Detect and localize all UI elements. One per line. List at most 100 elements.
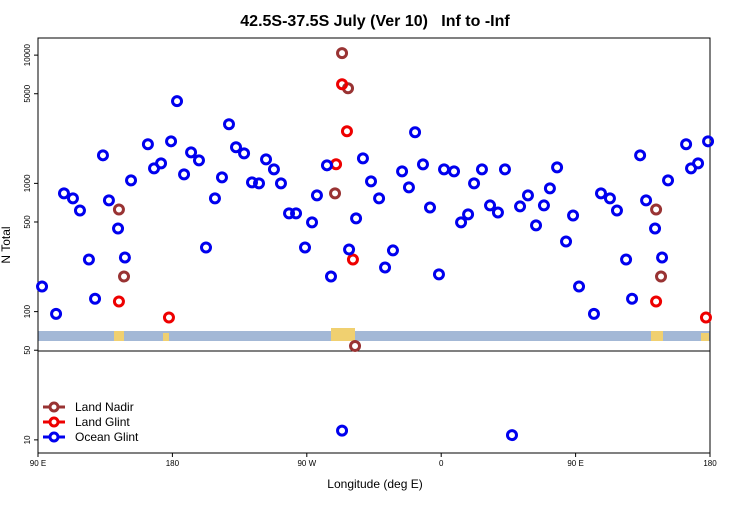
point	[36, 280, 49, 293]
y-axis-label: N Total	[0, 226, 13, 263]
point	[409, 126, 422, 139]
point	[238, 147, 251, 160]
point	[699, 311, 712, 324]
point	[102, 194, 115, 207]
point	[505, 429, 518, 442]
point	[112, 222, 125, 235]
coverage-band-land	[331, 328, 355, 341]
point	[253, 177, 266, 190]
point	[543, 182, 556, 195]
point	[222, 118, 235, 131]
legend-marker	[48, 416, 60, 428]
coverage-band-land	[651, 331, 663, 341]
coverage-band-land	[114, 331, 124, 341]
point	[491, 206, 504, 219]
point	[343, 243, 356, 256]
point	[567, 209, 580, 222]
point	[680, 138, 693, 151]
point	[324, 270, 337, 283]
point	[603, 192, 616, 205]
point	[165, 135, 178, 148]
point	[640, 194, 653, 207]
point	[178, 168, 191, 181]
point	[448, 165, 461, 178]
legend-label: Land Nadir	[75, 400, 134, 414]
point	[656, 251, 669, 264]
y-tick-label: 50	[23, 345, 32, 354]
point	[416, 158, 429, 171]
point	[125, 174, 138, 187]
point	[171, 95, 184, 108]
point	[455, 216, 468, 229]
point	[573, 280, 586, 293]
chart-title: 42.5S-37.5S July (Ver 10) Inf to -Inf	[240, 13, 510, 30]
point	[118, 251, 131, 264]
point	[537, 199, 550, 212]
point	[283, 207, 296, 220]
point	[299, 241, 312, 254]
coverage-band	[38, 331, 710, 341]
y-tick-label: 10000	[23, 43, 32, 66]
point	[310, 189, 323, 202]
point	[514, 200, 527, 213]
point	[649, 222, 662, 235]
coverage-band-land	[163, 333, 169, 341]
point	[551, 161, 564, 174]
point	[402, 181, 415, 194]
point	[396, 165, 409, 178]
point	[692, 157, 705, 170]
x-tick-label: 180	[166, 459, 180, 468]
point	[365, 175, 378, 188]
point	[594, 187, 607, 200]
x-tick-label: 0	[439, 459, 444, 468]
point	[200, 241, 212, 254]
x-tick-label: 90 W	[297, 459, 316, 468]
legend-label: Ocean Glint	[75, 430, 139, 444]
point	[118, 270, 131, 283]
coverage-band-land	[701, 333, 709, 341]
point	[702, 135, 715, 148]
y-tick-label: 500	[23, 215, 32, 229]
point	[89, 292, 102, 305]
point	[587, 307, 600, 320]
point	[274, 177, 287, 190]
y-tick-label: 1000	[23, 174, 32, 192]
point	[208, 192, 221, 205]
x-tick-label: 180	[703, 459, 717, 468]
point	[96, 149, 109, 162]
point	[655, 270, 668, 283]
point	[185, 146, 198, 159]
point	[329, 187, 342, 200]
point	[350, 212, 363, 225]
point	[73, 204, 86, 217]
point	[432, 268, 445, 281]
point	[626, 292, 639, 305]
point	[336, 78, 349, 91]
x-tick-label: 90 E	[567, 459, 583, 468]
point	[346, 253, 359, 266]
point	[112, 203, 125, 216]
point	[356, 152, 369, 165]
point	[650, 295, 663, 308]
y-tick-label: 5000	[23, 84, 32, 102]
point	[462, 208, 475, 221]
point	[424, 201, 436, 214]
legend-marker	[48, 401, 60, 413]
point	[336, 47, 349, 60]
point	[662, 174, 675, 187]
point	[498, 163, 511, 176]
legend-label: Land Glint	[75, 415, 130, 429]
point	[155, 157, 168, 170]
point	[336, 424, 349, 437]
point	[245, 176, 258, 189]
point	[141, 138, 154, 151]
point	[373, 192, 386, 205]
point	[66, 192, 79, 205]
point	[521, 189, 534, 202]
point	[192, 154, 205, 167]
point	[484, 199, 497, 212]
point	[267, 163, 280, 176]
point	[560, 235, 573, 248]
point	[634, 149, 647, 162]
